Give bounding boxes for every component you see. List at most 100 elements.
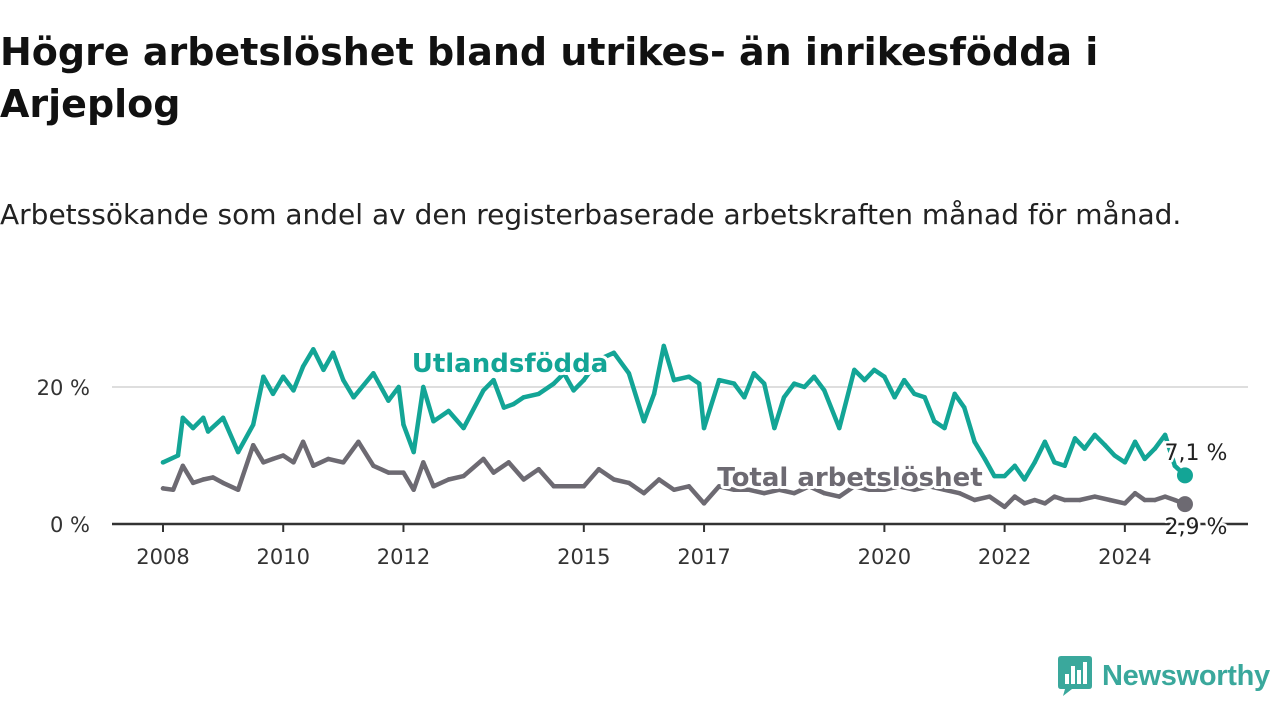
data-point — [261, 374, 266, 379]
x-tick-label: 2010 — [257, 545, 310, 569]
x-tick-label: 2008 — [136, 545, 189, 569]
data-point — [1062, 463, 1067, 468]
data-point — [421, 384, 426, 390]
chart-subtitle: Arbetssökande som andel av den registerb… — [0, 198, 1182, 231]
data-point — [671, 377, 677, 383]
data-point — [626, 480, 632, 486]
data-point — [942, 487, 947, 492]
data-point — [1132, 490, 1138, 496]
y-tick-label: 0 % — [50, 513, 90, 537]
data-point — [1172, 497, 1177, 503]
data-point — [1002, 473, 1007, 479]
data-point — [446, 477, 451, 482]
data-point — [235, 449, 241, 455]
data-point — [311, 347, 316, 352]
data-point — [536, 391, 541, 397]
data-point — [982, 456, 987, 462]
data-point — [611, 477, 617, 482]
data-point — [837, 425, 842, 431]
data-point — [701, 501, 707, 506]
data-point — [235, 487, 241, 492]
data-point — [446, 408, 451, 414]
data-point — [697, 381, 702, 386]
data-point — [581, 484, 587, 489]
data-point — [190, 425, 196, 431]
data-point — [671, 487, 677, 492]
x-tick-label: 2024 — [1098, 545, 1151, 569]
data-point — [772, 425, 777, 431]
data-point — [626, 371, 632, 376]
x-tick-label: 2022 — [978, 545, 1031, 569]
data-point — [1072, 436, 1078, 441]
data-point — [792, 381, 797, 386]
data-point — [356, 439, 361, 444]
data-point — [957, 490, 962, 496]
data-point — [701, 425, 707, 431]
data-point — [281, 374, 286, 379]
data-point — [521, 395, 526, 400]
data-point — [731, 381, 737, 386]
data-point — [716, 484, 722, 489]
data-point — [972, 497, 977, 503]
data-point — [1092, 432, 1097, 438]
data-point — [1132, 439, 1138, 444]
data-point — [461, 425, 466, 431]
data-point — [912, 391, 917, 397]
brand-logo[interactable]: Newsworthy — [1058, 654, 1270, 698]
data-point — [807, 484, 812, 489]
end-value-label: 7,1 % — [1165, 441, 1228, 466]
data-point — [180, 415, 186, 421]
data-point — [1082, 446, 1087, 451]
data-point — [396, 384, 401, 390]
data-point — [1172, 463, 1177, 468]
data-point — [1062, 497, 1067, 503]
data-point — [210, 475, 216, 480]
data-point — [1012, 463, 1018, 468]
grid-layer: 0 % 20 % 2008 2010 2012 2015 2017 2020 2022 2024 — [37, 376, 1248, 569]
data-point — [411, 449, 416, 455]
data-point — [862, 377, 867, 383]
data-point — [1042, 439, 1048, 444]
data-point — [987, 494, 992, 499]
data-point — [386, 398, 391, 403]
data-point — [1022, 477, 1027, 482]
data-point — [1112, 453, 1117, 458]
data-point — [311, 463, 316, 468]
data-point — [882, 487, 887, 492]
brand-name: Newsworthy — [1102, 659, 1270, 692]
data-point — [371, 463, 376, 468]
data-point — [781, 395, 787, 400]
data-point — [171, 487, 176, 492]
data-point — [401, 422, 406, 427]
data-point — [822, 388, 827, 393]
data-point — [867, 487, 872, 492]
data-point — [566, 484, 571, 489]
data-point — [481, 388, 486, 393]
data-point — [761, 381, 767, 386]
data-point — [686, 484, 692, 489]
data-point — [551, 484, 556, 489]
data-point — [1077, 497, 1082, 503]
data-point — [902, 377, 907, 383]
data-point — [1032, 460, 1037, 465]
x-tick-label: 2015 — [557, 545, 610, 569]
data-point — [761, 490, 767, 496]
data-point — [481, 456, 486, 462]
data-point — [220, 415, 226, 421]
data-point — [731, 487, 737, 492]
x-tick-label: 2012 — [377, 545, 430, 569]
data-point — [822, 490, 827, 496]
data-point — [942, 425, 947, 431]
data-point — [716, 377, 722, 383]
data-point — [386, 470, 391, 475]
data-point — [596, 357, 602, 362]
data-point — [852, 367, 857, 373]
data-point — [746, 487, 752, 492]
data-point — [912, 487, 917, 492]
bar-chart-logo-icon — [1058, 656, 1092, 696]
data-point — [1122, 460, 1128, 465]
data-point — [922, 395, 927, 400]
data-point — [250, 443, 256, 448]
data-point — [411, 487, 416, 492]
data-point — [561, 371, 567, 376]
